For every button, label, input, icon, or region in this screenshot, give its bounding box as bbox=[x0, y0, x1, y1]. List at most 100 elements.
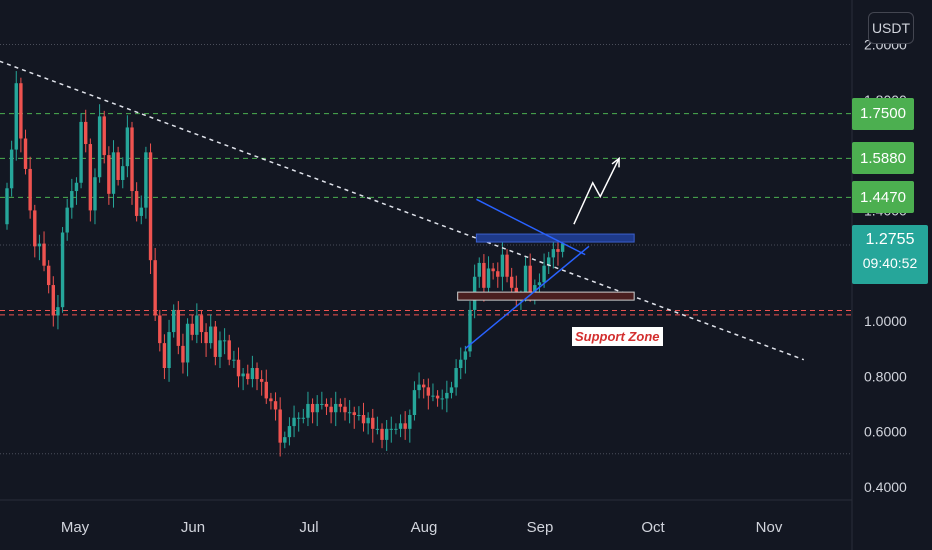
candle-body bbox=[417, 384, 421, 391]
candle-body bbox=[500, 254, 505, 277]
candle-body bbox=[482, 262, 486, 288]
candle-body bbox=[28, 168, 32, 211]
candle-body bbox=[296, 417, 301, 419]
candle-body bbox=[176, 309, 181, 346]
time-axis[interactable]: May Jun Jul Aug Sep Oct Nov bbox=[61, 519, 783, 536]
candle-body bbox=[523, 265, 528, 297]
grid-lines bbox=[0, 44, 852, 455]
time-tick-label: Nov bbox=[756, 519, 783, 536]
candle-body bbox=[232, 359, 236, 361]
drawing-tools[interactable] bbox=[0, 47, 805, 361]
candle-body bbox=[5, 188, 9, 225]
candle-body bbox=[463, 351, 468, 360]
candle-body bbox=[347, 412, 352, 414]
price-tag-level-2: 1.5880 bbox=[852, 142, 914, 175]
candle-body bbox=[324, 403, 329, 407]
candle-body bbox=[371, 417, 375, 429]
candle-body bbox=[408, 415, 412, 429]
candle-body bbox=[338, 403, 343, 407]
price-tick-label: 0.4000 bbox=[864, 479, 907, 495]
candle-body bbox=[491, 268, 495, 272]
candle-body bbox=[384, 428, 389, 440]
candle-body bbox=[449, 387, 454, 393]
candle-body bbox=[144, 152, 148, 208]
candle-body bbox=[320, 403, 324, 405]
candle-body bbox=[310, 403, 315, 413]
candle-body bbox=[148, 152, 153, 261]
candle-body bbox=[435, 395, 440, 399]
price-tick-label: 1.0000 bbox=[864, 313, 907, 329]
candle-body bbox=[204, 332, 208, 344]
candle-body bbox=[454, 368, 458, 388]
candle-body bbox=[93, 177, 97, 211]
candle-body bbox=[19, 83, 23, 139]
candle-body bbox=[139, 207, 143, 216]
candle-body bbox=[111, 152, 116, 194]
candle-body bbox=[158, 315, 162, 344]
candle-body bbox=[241, 373, 245, 377]
candle-body bbox=[171, 309, 176, 333]
candle-body bbox=[426, 387, 431, 396]
candle-body bbox=[227, 340, 231, 360]
candle-body bbox=[79, 121, 83, 183]
candle-body bbox=[542, 265, 546, 283]
last-price-value: 1.2755 bbox=[865, 231, 915, 248]
candle-body bbox=[315, 403, 319, 413]
candle-body bbox=[533, 285, 537, 294]
candle-body bbox=[162, 343, 167, 369]
candle-body bbox=[130, 127, 134, 192]
candle-body bbox=[301, 417, 306, 419]
candle-body bbox=[107, 155, 111, 194]
candle-body bbox=[422, 384, 426, 388]
candlestick-series bbox=[5, 71, 565, 457]
candle-body bbox=[551, 249, 556, 258]
time-tick-label: May bbox=[61, 519, 90, 536]
candle-body bbox=[259, 379, 264, 382]
candle-body bbox=[394, 428, 398, 430]
candle-body bbox=[97, 116, 102, 178]
candle-body bbox=[412, 390, 417, 416]
candle-body bbox=[60, 232, 65, 308]
price-tick-label: 0.6000 bbox=[864, 424, 907, 440]
candle-body bbox=[70, 191, 74, 208]
candle-body bbox=[380, 428, 384, 440]
candle-body bbox=[329, 406, 333, 413]
candle-body bbox=[181, 345, 185, 363]
candle-body bbox=[185, 323, 190, 363]
candle-body bbox=[486, 268, 491, 288]
time-tick-label: Sep bbox=[527, 519, 554, 536]
candle-body bbox=[459, 359, 463, 369]
candle-body bbox=[357, 415, 361, 417]
candle-body bbox=[74, 182, 79, 192]
projection-arrow-head bbox=[611, 156, 620, 168]
candle-body bbox=[9, 149, 14, 189]
candle-body bbox=[468, 309, 472, 352]
bar-countdown: 09:40:52 bbox=[862, 255, 918, 271]
candle-body bbox=[292, 417, 296, 427]
candle-body bbox=[403, 423, 407, 429]
resistance-levels bbox=[0, 113, 852, 198]
candle-body bbox=[116, 152, 120, 180]
candle-body bbox=[190, 323, 194, 335]
candle-body bbox=[528, 265, 532, 294]
candle-body bbox=[153, 260, 157, 316]
triangle-upper-line bbox=[476, 198, 586, 256]
price-tag-level-1: 1.7500 bbox=[852, 97, 914, 130]
time-tick-label: Jun bbox=[181, 519, 205, 536]
candle-body bbox=[264, 381, 268, 399]
candle-body bbox=[398, 423, 403, 429]
candle-body bbox=[46, 265, 51, 286]
candle-body bbox=[246, 373, 250, 380]
candle-body bbox=[51, 285, 55, 316]
candle-body bbox=[366, 417, 370, 424]
price-tick-label: 0.8000 bbox=[864, 368, 907, 384]
time-tick-label: Aug bbox=[411, 519, 438, 536]
currency-badge[interactable]: USDT bbox=[868, 12, 914, 44]
price-tag-level-3: 1.4470 bbox=[852, 181, 914, 214]
candle-body bbox=[496, 271, 500, 277]
candle-body bbox=[56, 307, 60, 316]
candle-body bbox=[102, 116, 106, 156]
candle-body bbox=[431, 395, 435, 397]
candle-body bbox=[37, 243, 42, 247]
